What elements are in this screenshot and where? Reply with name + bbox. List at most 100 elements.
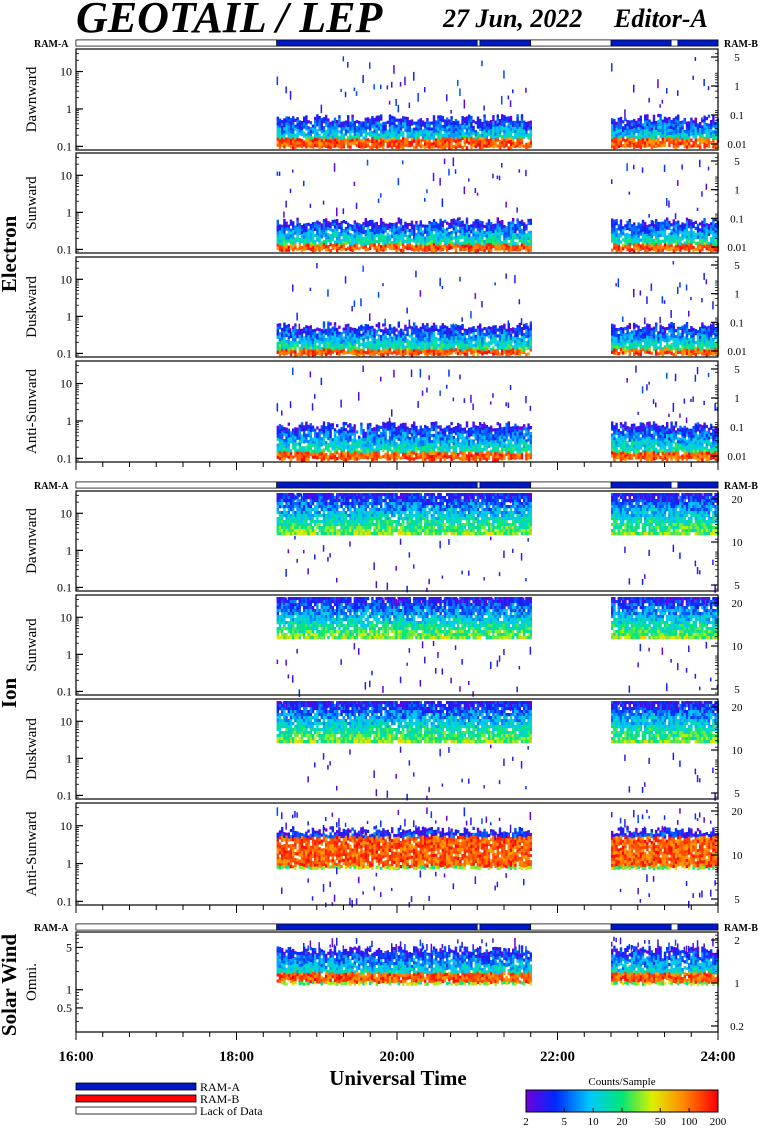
mode-bar-segment <box>75 39 277 47</box>
mode-bar: RAM-A RAM-B <box>34 481 758 492</box>
panel-dawnward: 0.1 1 10 5 10 20 Dawnward <box>24 490 744 594</box>
heatmap-data <box>276 56 719 150</box>
mode-bar-segment <box>670 39 679 47</box>
y2-tick-label: 10 <box>732 745 744 757</box>
mode-bar-segment <box>677 481 719 489</box>
colorbar-tick-label: 5 <box>561 1116 567 1128</box>
y-tick-label: 1 <box>66 414 72 428</box>
mode-bar-segment <box>677 923 719 931</box>
legend-label-ram-a: RAM-A <box>200 1080 240 1094</box>
x-tick-label: 18:00 <box>219 1049 254 1065</box>
mode-label-right: RAM-B <box>724 39 758 50</box>
mode-label-right: RAM-B <box>724 923 758 934</box>
colorbar-tick-label: 100 <box>681 1116 698 1128</box>
colorbar-tick-label: 10 <box>588 1116 600 1128</box>
y-tick-label: 0.1 <box>57 580 72 594</box>
panel-sunward: 0.1 1 10 0.01 0.1 1 5 Sunward <box>24 152 747 256</box>
y-tick-label: 1 <box>66 857 72 871</box>
legend-label-lack-of-data: Lack of Data <box>200 1104 263 1118</box>
y-tick-label: 10 <box>60 272 72 286</box>
y-tick-label: 0.1 <box>57 242 72 256</box>
x-tick-label: 20:00 <box>380 1049 415 1065</box>
x-tick-label: 22:00 <box>540 1049 575 1065</box>
y2-tick-label: 0.01 <box>727 346 746 358</box>
panel-frame <box>75 48 719 151</box>
panel-omni-: 0.5 1 5 0.2 1 2 Omni. <box>24 931 744 1033</box>
panel-label: Duskward <box>24 276 40 338</box>
y2-tick-label: 20 <box>732 494 744 506</box>
heatmap-data <box>276 365 719 462</box>
y-tick-label: 0.1 <box>57 139 72 153</box>
panel-sunward: 0.1 1 10 5 10 20 Sunward <box>24 594 744 698</box>
group-ion: RAM-A RAM-B Ion 0.1 1 10 5 10 20 Dawnward 0.1 1 10 5 1… <box>0 481 758 913</box>
y-tick-label: 10 <box>60 377 72 391</box>
y-tick-label: 1 <box>66 647 72 661</box>
mode-label-left: RAM-A <box>34 923 69 934</box>
panel-label: Sunward <box>24 618 40 672</box>
mode-bar-segment <box>670 481 679 489</box>
mode-bar-segment <box>610 39 672 47</box>
page-title: GEOTAIL / LEP <box>76 0 383 42</box>
y-tick-label: 1 <box>66 205 72 219</box>
panel-frame <box>75 490 719 592</box>
panel-label: Anti-Sunward <box>24 811 40 896</box>
panel-frame <box>75 256 719 358</box>
mode-bar-segment <box>276 923 478 931</box>
mode-bar-segment <box>276 39 478 47</box>
x-tick-label: 24:00 <box>701 1049 736 1065</box>
y2-tick-label: 0.1 <box>730 317 744 329</box>
y2-tick-label: 5 <box>734 52 740 64</box>
y2-tick-label: 0.1 <box>730 213 744 225</box>
y-tick-label: 1 <box>66 102 72 116</box>
panel-anti-sunward: 0.1 1 10 5 10 20 Anti-Sunward <box>24 802 743 909</box>
heatmap-data <box>276 597 719 697</box>
colorbar: Counts/Sample 2 5 10 20 50 100 200 <box>523 1076 727 1128</box>
y2-tick-label: 1 <box>734 978 740 990</box>
panel-label: Omni. <box>24 963 40 1001</box>
y2-tick-label: 10 <box>732 537 744 549</box>
group-label: Ion <box>0 678 21 709</box>
colorbar-title: Counts/Sample <box>588 1076 655 1088</box>
y2-tick-label: 5 <box>734 260 740 272</box>
plot-date: 27 Jun, 2022 <box>443 4 583 33</box>
y2-tick-label: 10 <box>732 641 744 653</box>
mode-label-left: RAM-A <box>34 39 69 50</box>
heatmap-data <box>276 807 719 909</box>
panel-dawnward: 0.1 1 10 0.01 0.1 1 5 Dawnward <box>24 48 747 153</box>
mode-bar-segment <box>610 923 672 931</box>
y-tick-label: 0.1 <box>57 346 72 360</box>
y2-tick-label: 5 <box>734 580 740 592</box>
y2-tick-label: 2 <box>734 935 740 947</box>
panel-frame <box>75 698 719 800</box>
y-tick-label: 10 <box>60 65 72 79</box>
y-tick-label: 5 <box>66 940 72 954</box>
x-ticks <box>75 1032 719 1040</box>
mode-bar-segment <box>479 39 532 47</box>
mode-label-left: RAM-A <box>34 481 69 492</box>
group-label: Solar Wind <box>0 934 21 1036</box>
x-ticks <box>75 462 719 470</box>
y2-tick-label: 0.2 <box>730 1021 744 1033</box>
legend-swatch-ram-a <box>75 1082 197 1091</box>
y-tick-label: 10 <box>60 819 72 833</box>
colorbar-tick-label: 20 <box>617 1116 629 1128</box>
mode-bar-segment <box>479 923 532 931</box>
group-solar-wind: RAM-A RAM-B Solar Wind 0.5 1 5 0.2 1 2 Omni. <box>0 923 758 1040</box>
y2-tick-label: 1 <box>734 81 740 93</box>
group-label: Electron <box>0 215 21 292</box>
y-tick-label: 10 <box>60 506 72 520</box>
y2-tick-label: 1 <box>734 185 740 197</box>
y2-tick-label: 5 <box>734 894 740 906</box>
y2-tick-label: 20 <box>732 702 744 714</box>
panel-duskward: 0.1 1 10 0.01 0.1 1 5 Duskward <box>24 256 747 360</box>
panel-anti-sunward: 0.1 1 10 0.01 0.1 1 5 Anti-Sunward <box>24 360 747 465</box>
panel-frame <box>75 152 719 254</box>
heatmap-data <box>276 936 719 986</box>
panel-duskward: 0.1 1 10 5 10 20 Duskward <box>24 698 744 802</box>
y-tick-label: 1 <box>66 309 72 323</box>
heatmap-data <box>276 701 719 801</box>
heatmap-data <box>276 493 719 593</box>
y2-tick-label: 5 <box>734 156 740 168</box>
